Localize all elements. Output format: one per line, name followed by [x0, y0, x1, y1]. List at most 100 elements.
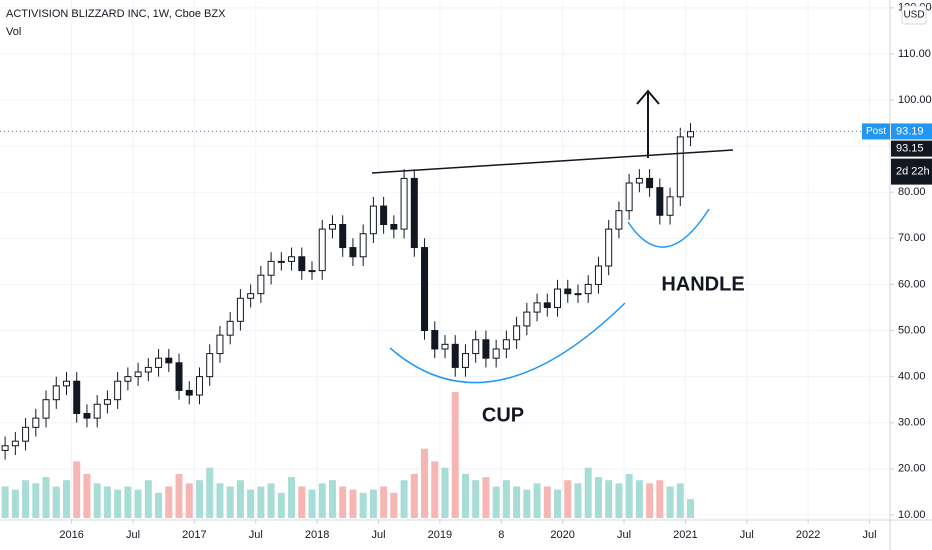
candle-body: [206, 353, 214, 378]
cup-curve[interactable]: [389, 302, 626, 384]
volume-bar: [451, 392, 459, 518]
volume-bar: [523, 489, 531, 518]
candle-body: [676, 136, 684, 198]
x-tick-label: Jul: [249, 529, 263, 541]
volume-bar: [666, 486, 674, 518]
candle-body: [42, 399, 50, 419]
candle-body: [236, 297, 244, 322]
symbol-title: ACTIVISION BLIZZARD INC, 1W, Cboe BZX: [6, 8, 226, 20]
volume-bar: [502, 480, 510, 518]
volume-bar: [83, 473, 91, 518]
volume-bar: [400, 480, 408, 518]
volume-bar: [11, 489, 19, 518]
candle-body: [523, 311, 531, 327]
y-tick-label: 20.00: [898, 463, 926, 475]
volume-bar: [339, 486, 347, 518]
candle-body: [318, 228, 326, 272]
volume-bar: [308, 489, 316, 518]
price-labels: Post 93.19 93.15 2d 22h: [862, 123, 932, 185]
candle-body: [155, 357, 163, 368]
candle-body: [584, 283, 592, 295]
volume-bar: [134, 489, 142, 518]
volume-bar: [482, 477, 490, 518]
volume-pane: [1, 392, 695, 518]
y-tick-label: 100.00: [898, 94, 932, 106]
volume-bar: [226, 486, 234, 518]
candle-body: [308, 270, 316, 273]
countdown-bg: [891, 158, 932, 185]
volume-bar: [267, 483, 275, 518]
axes: 10.00 20.00 30.00 40.00 50.00 60.00 70.00 80.00…: [59, 2, 931, 541]
candle-body: [687, 131, 695, 138]
volume-bar: [114, 489, 122, 518]
candle-body: [83, 413, 91, 419]
volume-bar: [369, 489, 377, 518]
x-tick-label: Jul: [371, 529, 385, 541]
y-tick-label: 80.00: [898, 186, 926, 198]
candle-body: [646, 177, 654, 189]
candle-body: [656, 187, 664, 216]
post-tag-bg: [862, 123, 890, 140]
y-tick-label: 50.00: [898, 324, 926, 336]
y-tick-label: 40.00: [898, 371, 926, 383]
candle-body: [103, 399, 111, 405]
y-tick-label: 10.00: [898, 509, 926, 521]
y-tick-label: 110.00: [898, 48, 931, 60]
trendline[interactable]: [371, 149, 734, 174]
volume-bar: [277, 492, 285, 518]
candle-body: [73, 380, 81, 415]
x-tick-label: 2020: [550, 529, 574, 541]
candle-body: [554, 288, 562, 308]
volume-bar: [615, 483, 623, 518]
volume-bar: [318, 483, 326, 518]
volume-bar: [155, 492, 163, 518]
candle-body: [502, 339, 510, 350]
volume-bar: [410, 473, 418, 518]
candle-body: [175, 362, 183, 391]
candle-body: [605, 228, 613, 267]
volume-bar: [195, 480, 203, 518]
candle-body: [216, 334, 224, 355]
candle-body: [114, 380, 122, 401]
volume-bar: [431, 461, 439, 518]
grid: [0, 0, 890, 520]
volume-bar: [359, 492, 367, 518]
price-pane: [0, 123, 890, 460]
candle-body: [543, 302, 551, 308]
candle-body: [32, 417, 40, 428]
volume-bar: [513, 486, 521, 518]
candle-body: [564, 288, 572, 295]
y-tick-label: 70.00: [898, 232, 926, 244]
volume-bar: [472, 480, 480, 518]
volume-bar: [288, 477, 296, 518]
candle-body: [369, 205, 377, 235]
candle-body: [594, 265, 602, 285]
last-close-label: 93.15: [896, 143, 924, 155]
volume-bar: [554, 489, 562, 518]
candle-body: [441, 343, 449, 350]
x-tick-label: 8: [498, 529, 504, 541]
y-tick-label: 30.00: [898, 417, 926, 429]
volume-bar: [328, 480, 336, 518]
volume-bar: [461, 473, 469, 518]
volume-bar: [257, 486, 265, 518]
candle-body: [277, 260, 285, 263]
currency-button[interactable]: [901, 5, 927, 25]
x-tick-label: Jul: [863, 529, 877, 541]
volume-bar: [32, 483, 40, 518]
handle-curve[interactable]: [627, 208, 710, 248]
volume-bar: [93, 483, 101, 518]
volume-bar: [22, 480, 30, 518]
candle-body: [185, 389, 193, 396]
candle-body: [298, 256, 306, 272]
x-tick-label: Jul: [740, 529, 754, 541]
volume-bar: [533, 483, 541, 518]
volume-bar: [52, 486, 60, 518]
x-tick-label: Jul: [617, 529, 631, 541]
candle-body: [288, 256, 296, 262]
candle-body: [62, 380, 70, 387]
volume-bar: [492, 486, 500, 518]
volume-bar: [236, 480, 244, 518]
post-tag: Post: [866, 126, 886, 137]
